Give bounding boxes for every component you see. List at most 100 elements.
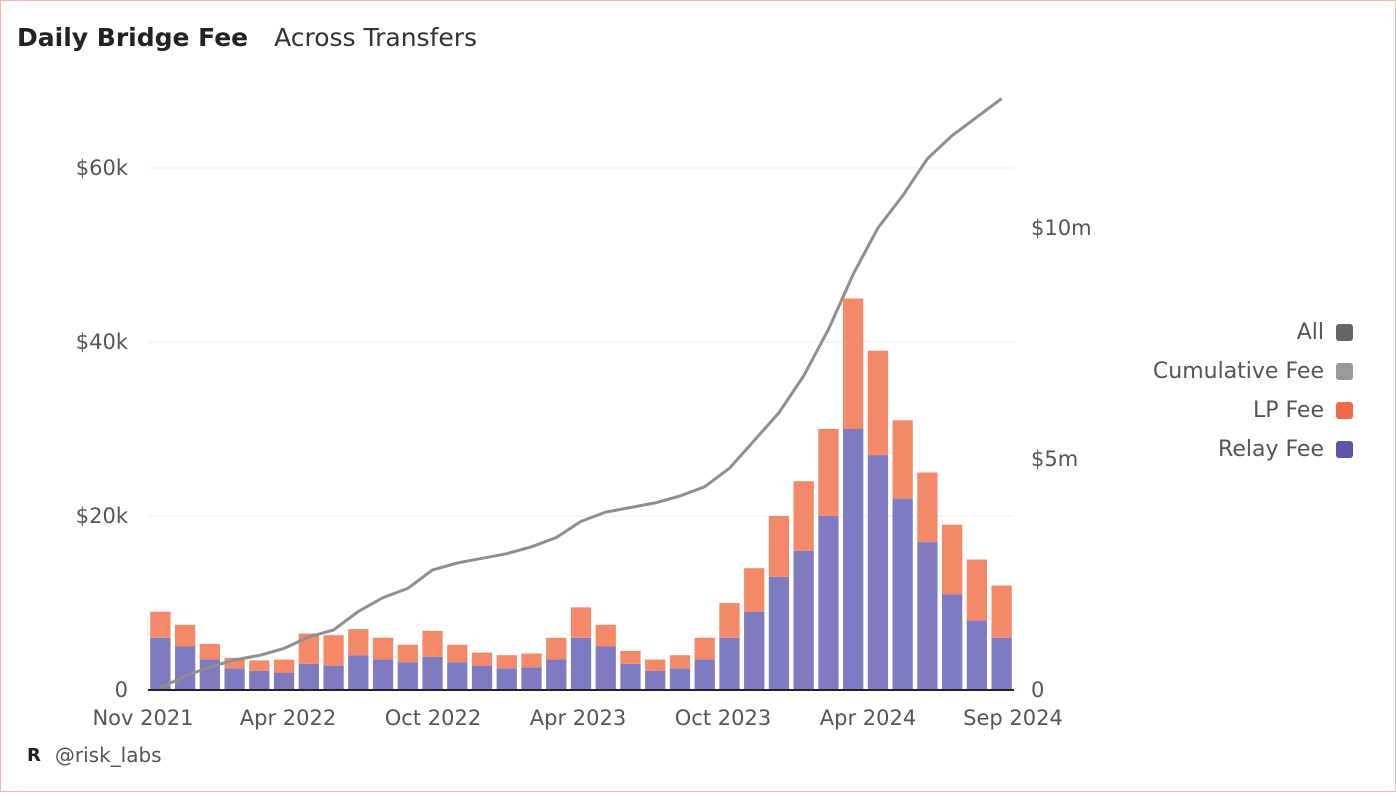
x-tick-label: Oct 2023 (675, 706, 771, 730)
relay-fee-bar (471, 665, 493, 690)
cumulative-fee-line (159, 97, 1003, 690)
legend-item-all[interactable]: All (1153, 313, 1353, 352)
relay-fee-bar (422, 656, 443, 690)
relay-fee-bar (521, 667, 542, 690)
relay-fee-bar (669, 668, 691, 690)
lp-fee-bar (570, 607, 592, 638)
lp-fee-bar (818, 429, 839, 516)
relay-fee-bar (867, 455, 889, 690)
relay-fee-bar (348, 655, 369, 690)
relay-fee-bar (249, 670, 270, 690)
y-right-tick-label: $5m (1031, 447, 1078, 471)
lp-fee-bar (323, 635, 344, 666)
lp-fee-bar (645, 659, 666, 671)
relay-fee-bar (496, 668, 517, 690)
relay-fee-bar (991, 637, 1012, 690)
lp-fee-bar (249, 660, 270, 671)
relay-fee-bar (150, 637, 171, 690)
legend-swatch (1336, 441, 1353, 458)
lp-fee-bar (273, 659, 295, 673)
relay-fee-bar (570, 637, 592, 690)
relay-fee-bar (917, 542, 938, 690)
relay-fee-bar (966, 620, 988, 690)
x-tick-label: Apr 2023 (530, 706, 626, 730)
lp-fee-bar (348, 629, 369, 656)
legend-label: Relay Fee (1218, 437, 1324, 462)
y-right-tick-label: 0 (1031, 678, 1044, 702)
relay-fee-bar (793, 550, 814, 690)
lp-fee-bar (941, 524, 963, 595)
relay-fee-bar (719, 637, 740, 690)
lp-fee-bar (694, 637, 715, 660)
relay-fee-bar (273, 672, 295, 690)
relay-fee-bar (372, 659, 394, 690)
footer: R @risk_labs (27, 743, 162, 767)
lp-fee-bar (867, 350, 889, 456)
legend-label: LP Fee (1252, 398, 1324, 423)
relay-fee-bar (224, 668, 245, 690)
lp-fee-bar (199, 643, 221, 660)
relay-fee-bar (694, 659, 715, 690)
lp-fee-bar (150, 611, 171, 638)
lp-fee-bar (546, 637, 567, 660)
x-tick-label: Apr 2024 (820, 706, 916, 730)
legend-item-cumulative-fee[interactable]: Cumulative Fee (1153, 352, 1353, 391)
lp-fee-bar (843, 298, 864, 429)
y-right-tick-label: $10m (1031, 216, 1092, 240)
y-left-tick-label: 0 (115, 678, 128, 702)
risk-labs-logo: R (27, 744, 41, 766)
legend-item-relay-fee[interactable]: Relay Fee (1153, 430, 1353, 469)
legend-label: Cumulative Fee (1152, 359, 1324, 384)
relay-fee-bar (941, 594, 963, 690)
chart-title: Daily Bridge Fee (17, 23, 249, 52)
lp-fee-bar (372, 637, 394, 660)
lp-fee-bar (744, 568, 765, 612)
legend: All Cumulative Fee LP Fee Relay Fee (1153, 313, 1353, 469)
lp-fee-bar (669, 655, 691, 669)
lp-fee-bar (719, 603, 740, 638)
lp-fee-bar (521, 653, 542, 668)
relay-fee-bar (768, 576, 790, 690)
relay-fee-bar (892, 498, 913, 690)
relay-fee-bar (323, 665, 344, 690)
legend-swatch (1336, 402, 1353, 419)
legend-item-lp-fee[interactable]: LP Fee (1153, 391, 1353, 430)
x-tick-label: Sep 2024 (963, 706, 1063, 730)
lp-fee-bar (620, 650, 641, 664)
lp-fee-bar (966, 559, 988, 621)
relay-fee-bar (818, 516, 839, 690)
relay-fee-bar (199, 659, 221, 690)
footer-handle[interactable]: @risk_labs (54, 743, 162, 767)
relay-fee-bar (595, 646, 616, 690)
chart-subtitle: Across Transfers (274, 23, 478, 52)
lp-fee-bar (991, 585, 1012, 638)
x-tick-label: Apr 2022 (240, 706, 336, 730)
lp-fee-bar (892, 420, 913, 499)
lp-fee-bar (224, 657, 245, 669)
title-row: Daily Bridge Fee Across Transfers (17, 23, 477, 52)
lp-fee-bar (174, 624, 196, 647)
lp-fee-bar (595, 624, 616, 647)
legend-label: All (1296, 320, 1324, 345)
relay-fee-bar (447, 662, 468, 690)
y-left-tick-label: $40k (76, 330, 129, 354)
legend-swatch (1336, 324, 1353, 341)
x-tick-label: Nov 2021 (92, 706, 193, 730)
lp-fee-bar (793, 481, 814, 551)
relay-fee-bar (546, 659, 567, 690)
lp-fee-bar (768, 516, 790, 577)
relay-fee-bar (174, 646, 196, 690)
lp-fee-bar (422, 630, 443, 657)
relay-fee-bar (843, 429, 864, 690)
relay-fee-bar (397, 662, 418, 690)
lp-fee-bar (496, 655, 517, 669)
y-left-tick-label: $60k (76, 156, 129, 180)
x-tick-label: Oct 2022 (385, 706, 481, 730)
relay-fee-bar (620, 663, 641, 690)
lp-fee-bar (917, 472, 938, 543)
y-left-tick-label: $20k (76, 504, 129, 528)
lp-fee-bar (298, 633, 319, 664)
relay-fee-bar (645, 670, 666, 690)
